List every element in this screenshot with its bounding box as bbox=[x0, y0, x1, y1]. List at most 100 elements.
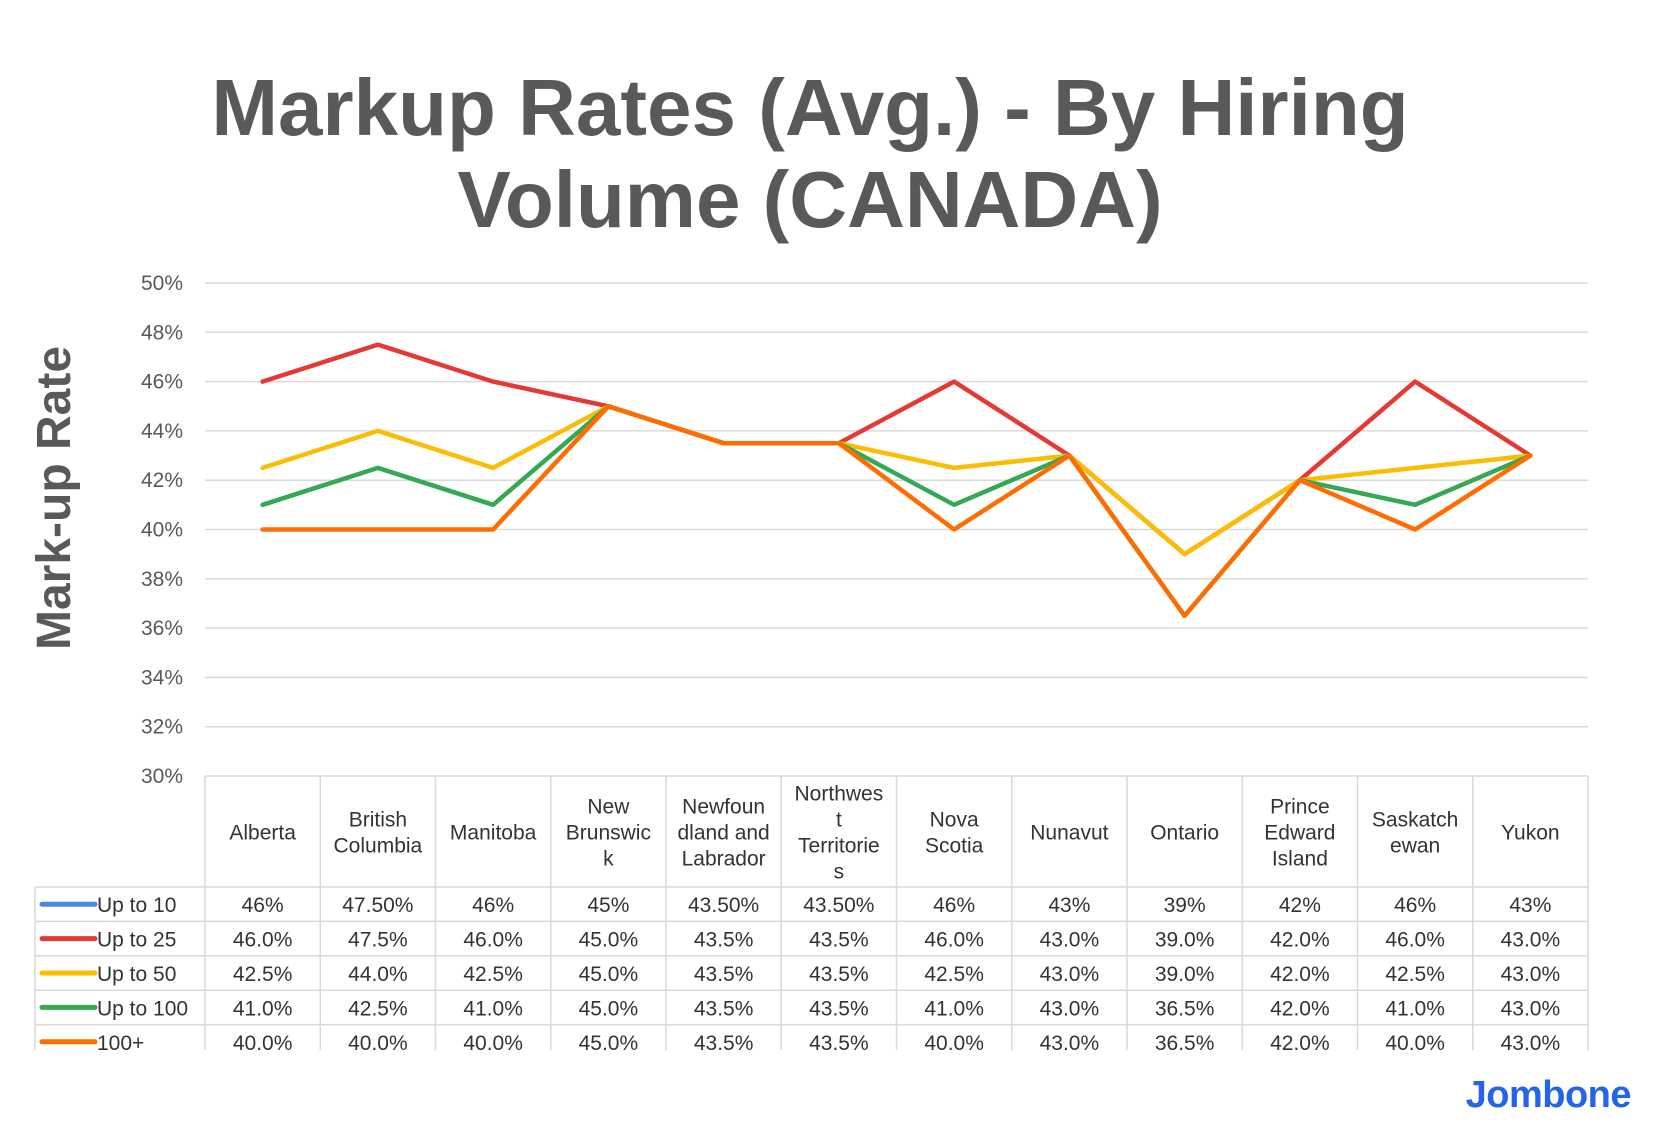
y-tick-label: 40% bbox=[141, 519, 183, 542]
x-category-label-line: British bbox=[349, 809, 407, 832]
y-tick-label: 34% bbox=[141, 666, 183, 689]
y-tick-label: 38% bbox=[141, 568, 183, 591]
data-label: 43.0% bbox=[1040, 1032, 1100, 1055]
x-category-label-line: Columbia bbox=[334, 835, 423, 858]
x-category-label-line: Nova bbox=[930, 809, 979, 832]
data-label: 36.5% bbox=[1155, 1032, 1215, 1055]
data-label: 43.0% bbox=[1501, 929, 1561, 952]
legend-label-100: 100+ bbox=[97, 1032, 144, 1055]
data-label: 45.0% bbox=[579, 997, 639, 1020]
x-category-label: British Columbia bbox=[334, 809, 423, 858]
data-label: 44.0% bbox=[348, 963, 408, 986]
y-tick-label: 42% bbox=[141, 469, 183, 492]
legend-label-up-to-50: Up to 50 bbox=[97, 963, 176, 986]
y-axis-ticks: 30% 32% 34% 36% 38% 40% 42% 44% 46% 48% 50% bbox=[141, 272, 183, 788]
y-axis-label: Mark-up Rate bbox=[28, 346, 81, 650]
y-tick-label: 46% bbox=[141, 371, 183, 394]
x-category-label: Nova Scotia bbox=[925, 809, 984, 858]
data-label: 45% bbox=[587, 894, 629, 917]
data-label: 43.5% bbox=[694, 997, 754, 1020]
data-label: 42.5% bbox=[233, 963, 293, 986]
data-label: 43.0% bbox=[1501, 963, 1561, 986]
y-tick-label: 50% bbox=[141, 272, 183, 295]
data-label: 46.0% bbox=[463, 929, 523, 952]
series-line-up-to-100 bbox=[260, 404, 1533, 619]
data-label: 41.0% bbox=[1385, 997, 1445, 1020]
data-label: 43.0% bbox=[1501, 997, 1561, 1020]
x-category-label-line: k bbox=[603, 848, 614, 871]
data-label: 42.0% bbox=[1270, 929, 1330, 952]
x-category-label: Ontario bbox=[1150, 822, 1219, 845]
data-label: 42.5% bbox=[924, 963, 984, 986]
y-tick-label: 32% bbox=[141, 716, 183, 739]
legend-label-up-to-100: Up to 100 bbox=[97, 997, 188, 1020]
x-category-label-line: Edward bbox=[1264, 822, 1335, 845]
legend-label-up-to-25: Up to 25 bbox=[97, 929, 176, 952]
data-label: 46% bbox=[242, 894, 284, 917]
data-label: 42.5% bbox=[348, 997, 408, 1020]
brand-logo: Jombone bbox=[1465, 1074, 1632, 1116]
data-label: 45.0% bbox=[579, 963, 639, 986]
x-category-label-line: Northwes bbox=[795, 783, 884, 806]
y-tick-label: 44% bbox=[141, 420, 183, 443]
data-table: Alberta British Columbia Manitoba New Brunswi… bbox=[0, 775, 1653, 1110]
x-category-label-line: Brunswic bbox=[566, 822, 651, 845]
data-label: 40.0% bbox=[924, 1032, 984, 1055]
data-label: 42.0% bbox=[1270, 997, 1330, 1020]
data-label: 47.5% bbox=[348, 929, 408, 952]
data-label: 40.0% bbox=[1385, 1032, 1445, 1055]
data-label: 46% bbox=[472, 894, 514, 917]
data-label: 43.0% bbox=[1040, 929, 1100, 952]
x-category-label-line: ewan bbox=[1390, 835, 1440, 858]
x-category-label-line: dland and bbox=[677, 822, 769, 845]
data-label: 43.5% bbox=[809, 963, 869, 986]
data-label: 45.0% bbox=[579, 929, 639, 952]
data-label: 42.5% bbox=[1385, 963, 1445, 986]
data-label: 39.0% bbox=[1155, 963, 1215, 986]
y-tick-label: 36% bbox=[141, 617, 183, 640]
x-category-label-line: Labrador bbox=[682, 848, 766, 871]
series-line-up-to-25 bbox=[260, 342, 1533, 557]
x-category-label-line: Territorie bbox=[798, 835, 880, 858]
legend-label-up-to-10: Up to 10 bbox=[97, 894, 176, 917]
series-line-100 bbox=[260, 404, 1533, 619]
x-category-label: New Brunswic k bbox=[566, 796, 651, 871]
data-label: 41.0% bbox=[924, 997, 984, 1020]
data-label: 42.0% bbox=[1270, 963, 1330, 986]
gridlines bbox=[205, 282, 1588, 728]
y-tick-label: 30% bbox=[141, 765, 183, 788]
data-label: 46% bbox=[933, 894, 975, 917]
data-label: 43.5% bbox=[809, 1032, 869, 1055]
data-label: 47.50% bbox=[342, 894, 413, 917]
data-label: 43.0% bbox=[1501, 1032, 1561, 1055]
data-label: 43% bbox=[1509, 894, 1551, 917]
x-category-label: Northwes t Territorie s bbox=[795, 783, 884, 884]
x-category-label-line: Island bbox=[1272, 848, 1328, 871]
x-category-label-line: Prince bbox=[1270, 796, 1330, 819]
series-lines bbox=[260, 342, 1533, 619]
x-category-label-line: Saskatch bbox=[1372, 809, 1458, 832]
data-label: 41.0% bbox=[463, 997, 523, 1020]
x-category-label: Yukon bbox=[1501, 822, 1559, 845]
x-category-label-line: Newfoun bbox=[682, 796, 765, 819]
data-label: 43.50% bbox=[803, 894, 874, 917]
data-label: 43.0% bbox=[1040, 997, 1100, 1020]
data-label: 39% bbox=[1164, 894, 1206, 917]
x-category-label: Manitoba bbox=[450, 822, 537, 845]
data-label: 42.0% bbox=[1270, 1032, 1330, 1055]
x-category-label-line: Ontario bbox=[1150, 822, 1219, 845]
data-label: 43.0% bbox=[1040, 963, 1100, 986]
x-category-label-line: Yukon bbox=[1501, 822, 1559, 845]
data-label: 42.5% bbox=[463, 963, 523, 986]
data-label: 40.0% bbox=[233, 1032, 293, 1055]
x-category-label-line: t bbox=[836, 809, 842, 832]
x-category-label-line: s bbox=[834, 861, 845, 884]
data-label: 41.0% bbox=[233, 997, 293, 1020]
chart-title: Markup Rates (Avg.) - By Hiring Volume (… bbox=[211, 63, 1409, 244]
series-line-up-to-50 bbox=[260, 404, 1533, 557]
x-category-label-line: Nunavut bbox=[1030, 822, 1108, 845]
data-label: 43.5% bbox=[694, 1032, 754, 1055]
x-category-label-line: New bbox=[587, 796, 630, 819]
data-label: 40.0% bbox=[348, 1032, 408, 1055]
